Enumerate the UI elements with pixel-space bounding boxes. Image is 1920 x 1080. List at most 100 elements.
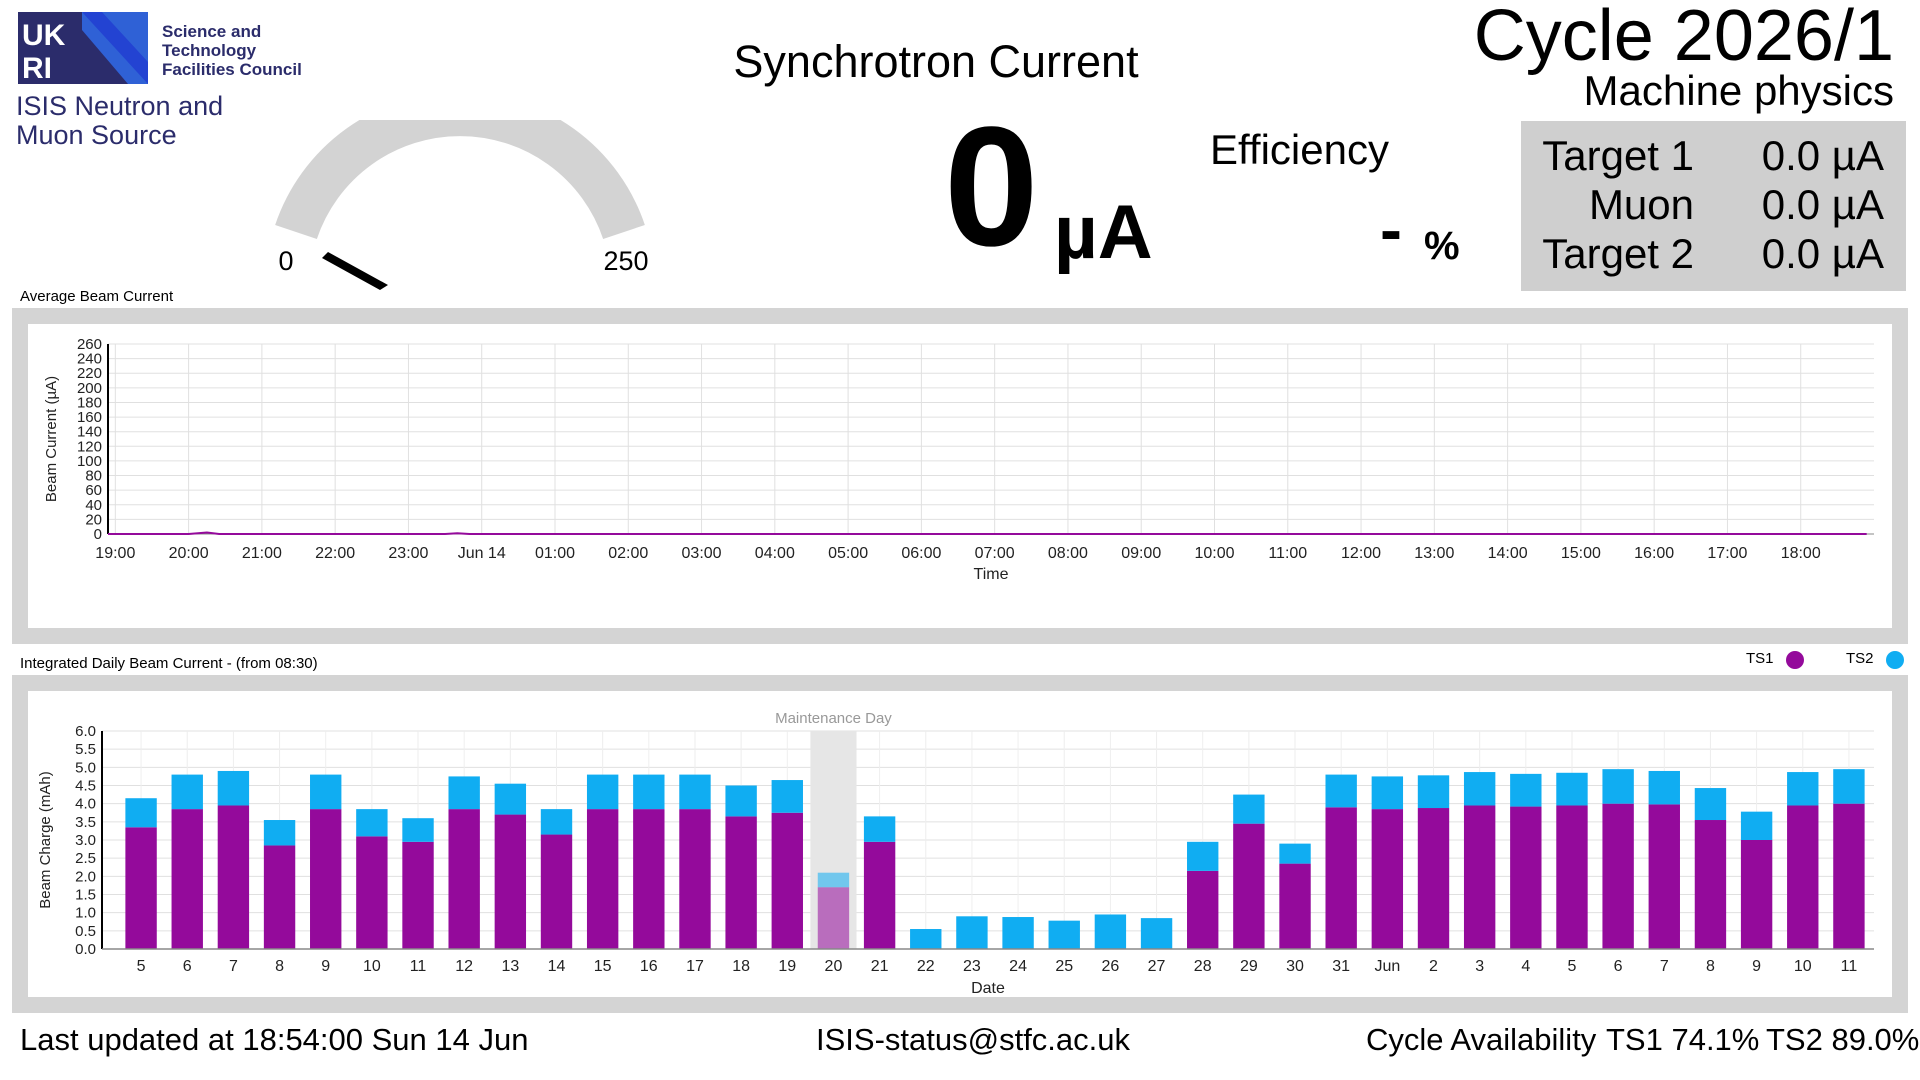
legend-dot-ts2 — [1886, 651, 1904, 669]
x-tick-label: 15 — [594, 958, 612, 975]
y-tick-label: 120 — [77, 438, 102, 455]
legend-dot-ts1 — [1786, 651, 1804, 669]
bar-ts2 — [1094, 914, 1127, 949]
bar-ts1 — [1233, 823, 1265, 949]
facility-name-line: Muon Source — [16, 120, 177, 150]
x-tick-label: 31 — [1332, 958, 1350, 975]
y-tick-label: 1.5 — [75, 887, 96, 904]
x-tick-label: 8 — [1706, 958, 1715, 975]
target-value: 0.0 µA — [1761, 230, 1884, 277]
y-axis-title: Beam Current (µA) — [43, 376, 60, 502]
bar-ts2 — [725, 785, 757, 817]
x-tick-label: Jun — [1374, 958, 1400, 975]
contact-email-link[interactable]: ISIS-status@stfc.ac.uk — [816, 1022, 1131, 1057]
caption-line: Facilities Council — [162, 60, 302, 79]
legend-label-ts1: TS1 — [1746, 650, 1774, 667]
y-tick-label: 5.0 — [75, 759, 96, 776]
gauge-arc — [275, 120, 645, 240]
daily-chart-panel: 0.0 0.5 1.0 1.5 2.0 2.5 3.0 3.5 4.0 4.5 5.0 5.5 6.0 M… — [12, 675, 1908, 1013]
target-value: 0.0 µA — [1761, 181, 1884, 228]
ts2-availability: TS2 89.0% — [1766, 1022, 1920, 1057]
x-tick-label: 11:00 — [1268, 545, 1307, 562]
bar-ts1 — [1740, 840, 1773, 949]
x-tick-label: 21 — [871, 958, 889, 975]
bar-ts2 — [586, 774, 619, 810]
x-tick-label: 10:00 — [1194, 545, 1234, 562]
y-tick-label: 80 — [85, 468, 102, 485]
gauge-needle — [322, 252, 388, 290]
bar-ts2 — [217, 770, 250, 806]
bar-ts1 — [402, 841, 434, 949]
y-tick-label: 4.5 — [75, 778, 96, 795]
bar-ts2 — [1602, 769, 1634, 804]
avg-chart-title: Average Beam Current — [20, 288, 174, 305]
x-tick-label: 9 — [321, 958, 330, 975]
bar-ts2 — [171, 774, 203, 810]
bar-ts1 — [217, 805, 250, 949]
x-tick-label: 10 — [1794, 958, 1812, 975]
y-tick-label: 3.0 — [75, 832, 96, 849]
bar-ts1 — [1648, 804, 1680, 949]
caption-line: Technology — [162, 41, 257, 60]
y-tick-label: 0.5 — [75, 923, 96, 940]
y-tick-label: 3.5 — [75, 814, 96, 831]
x-tick-label: 23:00 — [388, 545, 428, 562]
cycle-mode: Machine physics — [1583, 67, 1894, 114]
efficiency-value: - — [1380, 192, 1402, 266]
bar-ts2 — [1694, 788, 1727, 821]
x-tick-label: 22:00 — [315, 545, 355, 562]
bar-ts1 — [1371, 809, 1404, 949]
x-tick-label: 07:00 — [975, 545, 1015, 562]
caption-line: Science and — [162, 22, 262, 41]
x-tick-label: 8 — [275, 958, 284, 975]
bar-ts2 — [263, 820, 296, 846]
gauge-max-label: 250 — [603, 246, 648, 276]
x-tick-label: 03:00 — [682, 545, 722, 562]
x-tick-label: 11 — [1841, 958, 1858, 975]
svg-text:UK: UK — [22, 19, 66, 52]
x-tick-label: 17 — [686, 958, 704, 975]
bar-ts1 — [1833, 803, 1865, 949]
y-tick-label: 220 — [77, 365, 102, 382]
svg-text:RI: RI — [22, 52, 52, 84]
bar-ts1 — [633, 809, 665, 949]
y-tick-label: 0.0 — [75, 941, 96, 958]
target-value: 0.0 µA — [1761, 132, 1884, 179]
y-tick-label: 140 — [77, 424, 102, 441]
x-axis-title: Time — [974, 566, 1009, 583]
bar-ts1 — [540, 834, 573, 949]
maintenance-day-label: Maintenance Day — [775, 710, 892, 727]
bar-ts1 — [1602, 803, 1634, 949]
bar-ts1 — [817, 887, 850, 949]
stfc-caption: Science and Technology Facilities Counci… — [162, 22, 302, 79]
integrated-daily-beam-current-chart: 0.00.51.01.5 2.02.53.03.54.04.5 5.05.56.0 M… — [37, 710, 1874, 997]
x-tick-label: 13 — [501, 958, 519, 975]
bar-ts1 — [1325, 807, 1357, 949]
bar-ts2 — [1463, 772, 1496, 806]
y-tick-label: 160 — [77, 409, 102, 426]
x-tick-label: 9 — [1752, 958, 1761, 975]
legend-label-ts2: TS2 — [1846, 650, 1874, 667]
bar-ts1 — [356, 836, 388, 949]
bar-ts1 — [1187, 870, 1219, 949]
bar-ts1 — [1279, 863, 1311, 949]
bar-ts2 — [1002, 917, 1034, 949]
x-tick-label: 14:00 — [1488, 545, 1528, 562]
x-tick-label: 16:00 — [1634, 545, 1674, 562]
y-tick-label: 240 — [77, 351, 102, 368]
x-tick-label: 17:00 — [1707, 545, 1747, 562]
x-tick-label: 18:00 — [1781, 545, 1821, 562]
y-tick-label: 20 — [85, 511, 102, 528]
x-tick-label: 7 — [1660, 958, 1669, 975]
x-tick-label: 21:00 — [242, 545, 282, 562]
x-tick-label: 4 — [1521, 958, 1530, 975]
x-tick-label: 28 — [1194, 958, 1212, 975]
x-tick-label: 5 — [1568, 958, 1577, 975]
y-tick-label: 2.0 — [75, 868, 96, 885]
x-tick-label: 10 — [363, 958, 381, 975]
x-tick-label: 13:00 — [1414, 545, 1454, 562]
daily-chart-legend: TS1 TS2 — [1730, 650, 1914, 674]
x-tick-label: 01:00 — [535, 545, 575, 562]
y-axis-title: Beam Charge (mAh) — [37, 771, 54, 909]
y-tick-label: 6.0 — [75, 723, 96, 740]
